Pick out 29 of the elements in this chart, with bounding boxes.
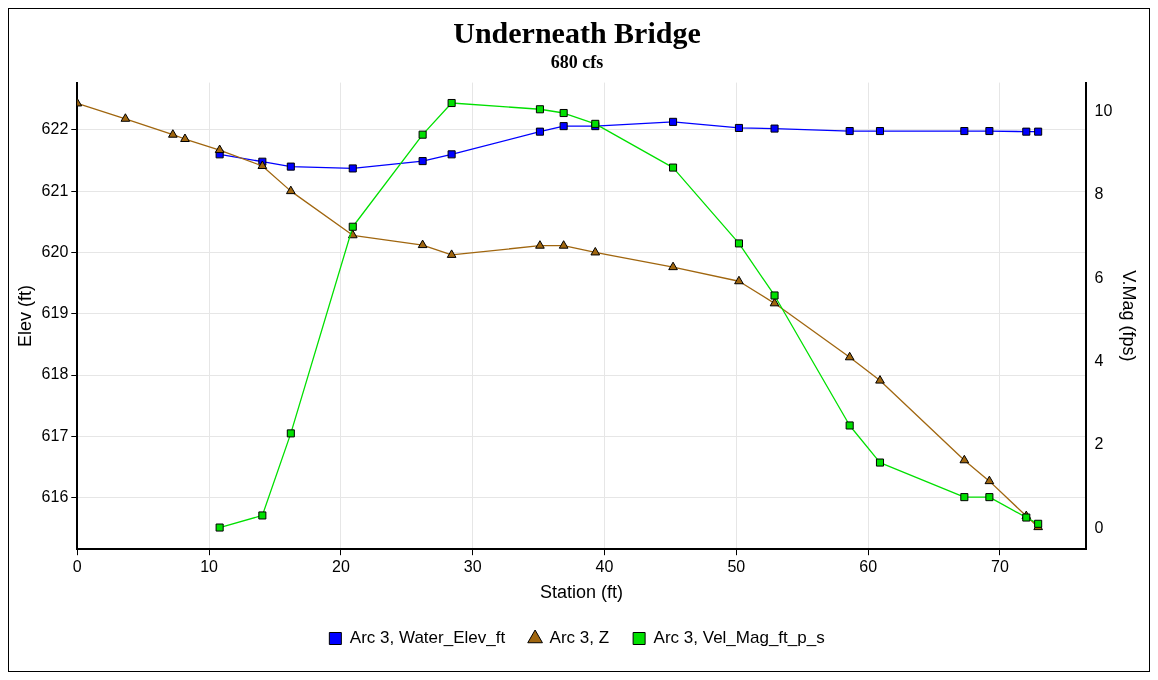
x-tick-label: 30 [463, 558, 482, 576]
x-tick-label: 0 [72, 558, 82, 576]
y2-tick-label: 2 [1094, 435, 1104, 453]
x-tick-label: 60 [859, 558, 878, 576]
legend-label: Arc 3, Water_Elev_ft [349, 628, 506, 648]
y2-tick-label: 8 [1094, 185, 1104, 203]
y2-tick-label: 0 [1094, 518, 1104, 536]
legend-label: Arc 3, Vel_Mag_ft_p_s [653, 628, 825, 648]
x-tick-label: 50 [727, 558, 746, 576]
y-tick-label: 621 [41, 181, 69, 199]
chart-title: Underneath Bridge [453, 15, 701, 49]
y-tick-label: 619 [41, 304, 69, 322]
y2-tick-label: 4 [1094, 352, 1104, 370]
chart-subtitle: 680 cfs [550, 52, 604, 73]
legend-label: Arc 3, Z [549, 628, 610, 648]
y2-tick-label: 10 [1094, 102, 1113, 120]
y2-tick-label: 6 [1094, 268, 1104, 286]
y-tick-label: 622 [41, 120, 69, 138]
x-tick-label: 20 [332, 558, 350, 576]
x-tick-label: 10 [200, 558, 219, 576]
x-tick-label: 40 [595, 558, 614, 576]
y2-axis-title: V.Mag (fps) [1119, 270, 1140, 362]
x-axis-title: Station (ft) [539, 582, 623, 603]
y-tick-label: 620 [41, 242, 69, 260]
y-tick-label: 618 [41, 365, 69, 383]
y-tick-label: 617 [41, 426, 69, 444]
y-axis-title: Elev (ft) [14, 284, 35, 347]
y-tick-label: 616 [41, 488, 69, 506]
x-tick-label: 70 [991, 558, 1009, 576]
